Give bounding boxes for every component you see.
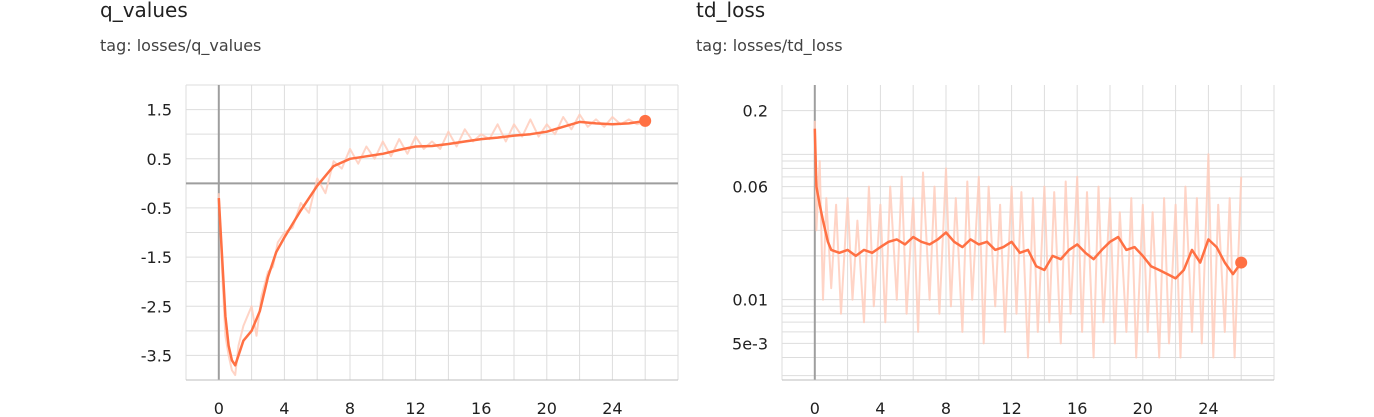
x-tick-label: 4 [279, 399, 289, 417]
x-tick-label: 12 [1001, 399, 1021, 417]
x-tick-label: 20 [1133, 399, 1153, 417]
raw-series-line [217, 113, 646, 377]
y-tick-label: -0.5 [141, 199, 172, 218]
y-tick-label: 5e-3 [732, 334, 768, 353]
chart-title-q-values: q_values [100, 0, 188, 22]
y-tick-label: 0.5 [147, 150, 172, 169]
y-tick-label: 0.2 [743, 102, 768, 121]
raw-series-line [813, 120, 1243, 359]
x-tick-label: 16 [471, 399, 491, 417]
y-tick-label: 0.01 [732, 291, 768, 310]
x-tick-label: 4 [875, 399, 885, 417]
last-point-marker [1235, 256, 1248, 269]
smoothed-series-line [813, 128, 1243, 280]
x-tick-label: 20 [537, 399, 557, 417]
chart-title-td-loss: td_loss [696, 0, 766, 22]
x-tick-label: 0 [810, 399, 820, 417]
y-tick-label: 1.5 [147, 101, 172, 120]
y-tick-label: -2.5 [141, 297, 172, 316]
x-tick-label: 12 [405, 399, 425, 417]
x-tick-label: 24 [1198, 399, 1218, 417]
chart-tag-q-values: tag: losses/q_values [100, 36, 262, 55]
smoothed-series-line [217, 119, 646, 367]
x-tick-label: 0 [214, 399, 224, 417]
td-loss-chart: 0.2 0.06 0.01 5e-3 0 4 8 12 16 20 24 [732, 85, 1275, 417]
chart-tag-td-loss: tag: losses/td_loss [696, 36, 843, 55]
y-tick-label: -3.5 [141, 346, 172, 365]
x-tick-label: 8 [941, 399, 951, 417]
last-point-marker [639, 114, 652, 127]
q-values-chart: 1.5 0.5 -0.5 -1.5 -2.5 -3.5 0 4 8 12 16 20 24 [141, 84, 679, 417]
y-tick-label: 0.06 [732, 178, 768, 197]
x-tick-label: 24 [602, 399, 622, 417]
x-tick-label: 16 [1067, 399, 1087, 417]
y-tick-label: -1.5 [141, 248, 172, 267]
x-tick-label: 8 [345, 399, 355, 417]
